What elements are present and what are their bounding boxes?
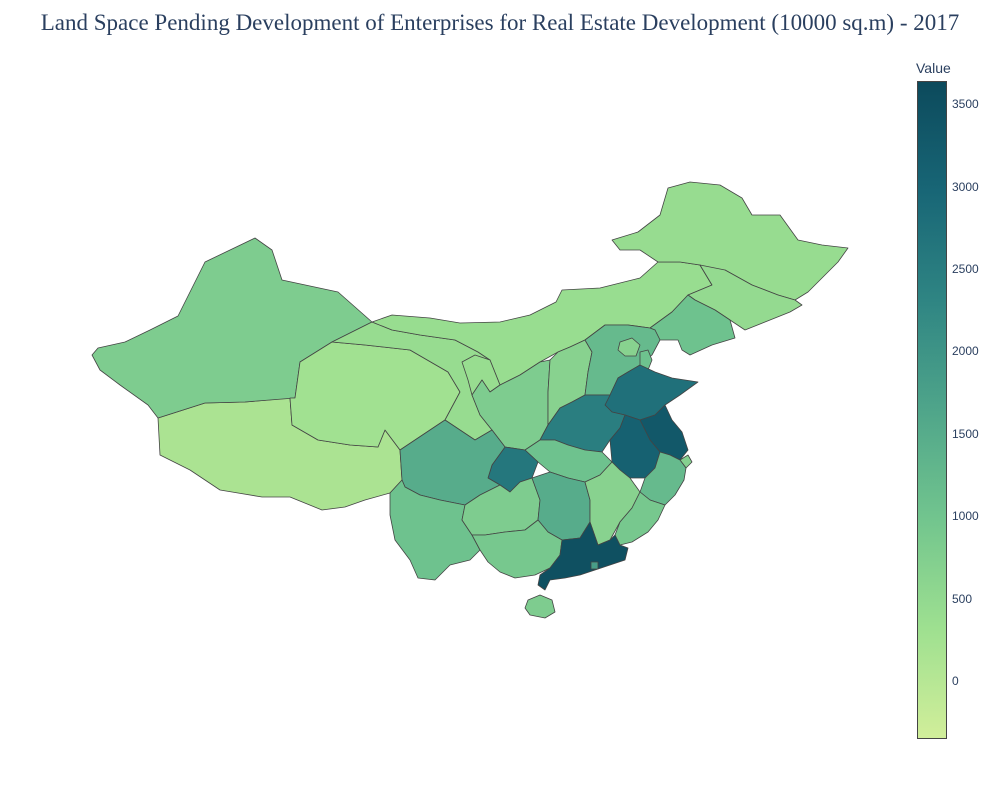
colorbar-tick-label: 500 — [952, 591, 973, 606]
region-hong-kong[interactable] — [590, 561, 599, 570]
colorbar-tick-label: 3500 — [952, 97, 979, 112]
colorbar-tick-label: 2000 — [952, 344, 979, 359]
chart-title: Land Space Pending Development of Enterp… — [40, 10, 960, 35]
colorbar-tick-label: 3000 — [952, 179, 979, 194]
region-guangdong[interactable] — [537, 521, 629, 591]
colorbar-tick-label: 0 — [952, 674, 959, 689]
colorbar-tick-label: 2500 — [952, 262, 979, 276]
region-beijing[interactable] — [617, 337, 641, 357]
colorbar — [917, 81, 947, 739]
region-heilongjiang[interactable] — [611, 181, 849, 301]
region-fujian[interactable] — [614, 491, 666, 546]
colorbar-title: Value — [916, 60, 951, 76]
colorbar-tick-label: 1000 — [952, 509, 979, 524]
region-hainan[interactable] — [524, 594, 556, 619]
region-tianjin[interactable] — [639, 349, 653, 371]
region-jilin[interactable] — [687, 264, 803, 331]
colorbar-tick-label: 1500 — [952, 426, 979, 441]
